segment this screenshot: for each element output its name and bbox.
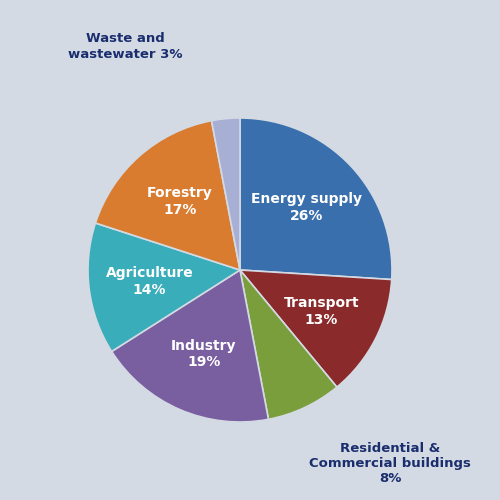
Wedge shape [240, 270, 337, 420]
Wedge shape [96, 120, 240, 270]
Text: Energy supply
26%: Energy supply 26% [251, 192, 362, 222]
Wedge shape [240, 118, 392, 280]
Text: Transport
13%: Transport 13% [284, 296, 359, 326]
Wedge shape [240, 270, 392, 387]
Text: Industry
19%: Industry 19% [171, 338, 236, 369]
Text: Forestry
17%: Forestry 17% [147, 186, 212, 216]
Text: Residential &
Commercial buildings
8%: Residential & Commercial buildings 8% [309, 442, 471, 486]
Text: Waste and
wastewater 3%: Waste and wastewater 3% [68, 32, 182, 60]
Wedge shape [88, 223, 240, 352]
Wedge shape [212, 118, 240, 270]
Text: Agriculture
14%: Agriculture 14% [106, 266, 194, 296]
Wedge shape [112, 270, 268, 422]
